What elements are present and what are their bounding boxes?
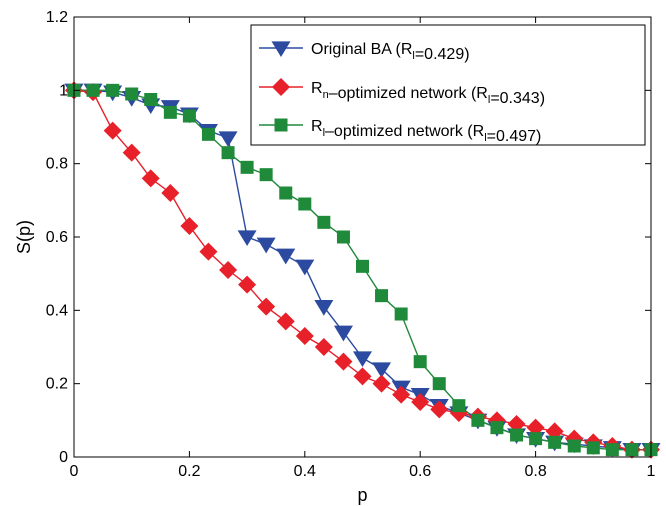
data-point-2 — [471, 413, 485, 427]
data-point-0 — [333, 325, 353, 342]
legend-label-part: l — [488, 94, 490, 106]
legend-label-part: –optimized network (R — [325, 123, 484, 140]
axis-ticks — [73, 16, 652, 458]
y-tick-label: 0.6 — [46, 229, 68, 246]
data-point-2 — [86, 83, 100, 97]
y-tick-label: 0 — [59, 449, 68, 466]
data-point-2 — [106, 83, 120, 97]
y-tick-label: 0.4 — [46, 302, 68, 319]
data-point-1 — [314, 338, 333, 356]
data-point-2 — [163, 105, 177, 119]
data-point-2 — [125, 87, 139, 101]
x-axis-label: p — [357, 485, 367, 505]
data-point-2 — [279, 186, 293, 200]
data-point-2 — [375, 289, 389, 303]
data-point-0 — [314, 300, 334, 316]
legend-label-0: Original BA (Rl=0.429) — [311, 41, 470, 63]
legend-label-part: R — [311, 80, 323, 97]
x-tick-label: 0.8 — [524, 463, 546, 480]
data-point-2 — [201, 127, 215, 141]
data-point-1 — [353, 367, 372, 386]
x-tick-label: 0.4 — [294, 463, 316, 480]
legend-label-part: =0.343) — [490, 90, 545, 107]
data-point-2 — [510, 428, 524, 442]
x-tick-label: 1 — [647, 463, 656, 480]
legend-marker-2 — [274, 118, 288, 132]
legend-label-part: Original BA (R — [311, 41, 412, 58]
x-tick-label: 0.6 — [409, 463, 431, 480]
data-point-1 — [257, 297, 276, 316]
data-point-2 — [567, 439, 581, 453]
data-point-2 — [605, 443, 619, 457]
data-point-1 — [141, 169, 160, 188]
data-point-1 — [276, 312, 295, 331]
data-point-1 — [238, 275, 257, 294]
data-point-1 — [430, 400, 449, 419]
legend-label-1: Rn–optimized network (Rl=0.343) — [311, 80, 545, 107]
data-point-0 — [372, 362, 392, 379]
axis-tick-labels: 0 0.2 0.4 0.6 0.8 1 0 0.2 0.4 0.6 0.8 1 1.2 — [46, 9, 656, 480]
data-point-2 — [452, 399, 466, 413]
legend-marker-0 — [271, 41, 291, 58]
y-tick-label: 1 — [59, 82, 68, 99]
data-point-1 — [411, 393, 430, 411]
data-point-1 — [199, 242, 218, 261]
data-point-1 — [392, 385, 411, 404]
data-point-0 — [295, 259, 315, 276]
data-point-2 — [356, 259, 369, 273]
data-point-2 — [413, 355, 427, 369]
legend-marker-1 — [272, 78, 290, 96]
y-axis-label: S(p) — [14, 220, 34, 254]
data-point-2 — [336, 230, 350, 244]
data-point-2 — [144, 93, 158, 106]
data-point-2 — [317, 215, 331, 229]
legend-label-part: l — [412, 50, 414, 62]
data-point-2 — [548, 435, 562, 449]
data-point-2 — [490, 421, 504, 435]
legend-box — [250, 24, 646, 146]
data-point-2 — [221, 146, 235, 160]
data-point-1 — [334, 352, 353, 371]
legend-label-part: –optimized network (R — [329, 85, 488, 102]
data-point-2 — [529, 432, 543, 446]
x-tick-label: 0 — [70, 463, 79, 480]
legend: Original BA (Rl=0.429)Rn–optimized netwo… — [250, 24, 646, 146]
legend-label-part: R — [311, 118, 323, 135]
data-point-1 — [372, 374, 391, 393]
data-point-2 — [625, 443, 639, 457]
data-point-2 — [394, 307, 408, 321]
data-point-1 — [122, 143, 141, 162]
data-point-0 — [237, 230, 257, 247]
data-point-2 — [432, 377, 446, 391]
data-point-0 — [218, 131, 238, 148]
legend-label-part: l — [484, 132, 486, 144]
data-point-0 — [276, 248, 296, 265]
data-point-2 — [298, 197, 312, 211]
data-point-2 — [586, 441, 600, 455]
legend-label-2: Rl–optimized network (Rl=0.497) — [311, 118, 541, 145]
data-point-1 — [295, 327, 314, 345]
y-tick-label: 0.2 — [46, 376, 68, 393]
legend-label-part: =0.497) — [487, 128, 542, 145]
data-point-1 — [161, 184, 180, 202]
data-point-0 — [256, 237, 276, 254]
legend-label-part: l — [323, 127, 325, 139]
data-point-1 — [103, 121, 122, 140]
x-tick-label: 0.2 — [178, 463, 200, 480]
data-point-2 — [240, 160, 254, 174]
data-point-0 — [353, 351, 372, 368]
data-point-2 — [259, 168, 273, 182]
legend-label-part: =0.429) — [415, 46, 470, 63]
y-tick-label: 0.8 — [46, 156, 68, 173]
y-tick-label: 1.2 — [46, 9, 68, 26]
legend-entries: Original BA (Rl=0.429)Rn–optimized netwo… — [259, 41, 545, 145]
data-point-2 — [182, 109, 196, 123]
legend-label-part: n — [323, 89, 329, 101]
data-point-1 — [180, 217, 199, 235]
data-point-1 — [219, 261, 238, 279]
